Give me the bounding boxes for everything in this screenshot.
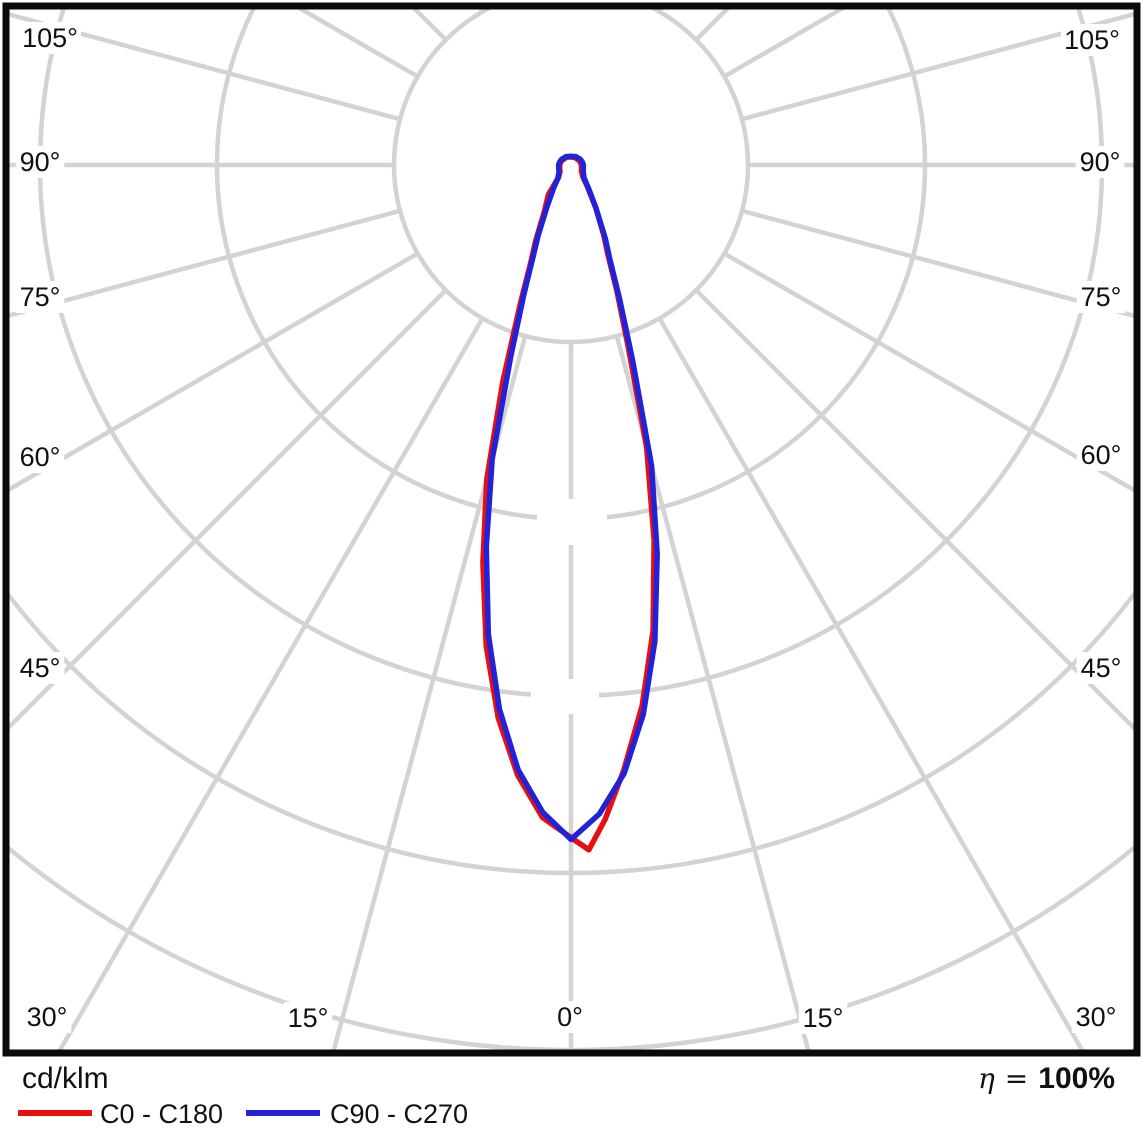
angle-label: 0°: [557, 1002, 583, 1032]
light-output-ratio: η = 100%: [978, 1062, 1115, 1096]
plot-border: [2, 2, 1141, 1057]
grid-ray: [741, 208, 1134, 319]
angle-label: 105°: [22, 23, 78, 53]
angle-label-bg: [19, 22, 81, 54]
angle-label: 75°: [20, 282, 61, 312]
grid-ray: [57, 317, 485, 1050]
angle-label: 45°: [1081, 653, 1122, 683]
angle-label: 60°: [20, 442, 61, 472]
angle-label-bg: [552, 1001, 588, 1033]
angle-label-bg: [798, 1002, 848, 1034]
angle-label: 15°: [288, 1003, 329, 1033]
angle-labels: 105° 90° 75° 60° 45° 30° 15° 0° 15° 30° 45° 60° 75° 9…: [15, 22, 1126, 1034]
angle-label: 30°: [27, 1002, 68, 1032]
angle-label: 75°: [1081, 282, 1122, 312]
eta-value: 100%: [1038, 1062, 1115, 1095]
legend-swatch-c0-c180: [18, 1110, 92, 1116]
eta-symbol: η: [978, 1062, 995, 1095]
angle-label-bg: [1076, 652, 1126, 684]
grid-ray: [741, 11, 1134, 122]
blanked-radial-label: [537, 499, 607, 545]
legend-label-c0-c180: C0 - C180: [100, 1099, 224, 1129]
angle-label-bg: [1061, 24, 1123, 56]
grid-ray: [9, 12, 401, 122]
angle-label-bg: [22, 1001, 72, 1033]
grid-ring: [391, 9, 751, 345]
angle-label-bg: [15, 441, 65, 473]
angle-label-bg: [283, 1002, 333, 1034]
grid-ray: [723, 251, 1134, 493]
angle-label-bg: [1075, 146, 1125, 178]
angle-label: 15°: [803, 1003, 844, 1033]
angle-label: 60°: [1081, 440, 1122, 470]
grid-ray: [9, 288, 448, 731]
angle-label-bg: [1076, 439, 1126, 471]
angle-label-bg: [15, 281, 65, 313]
radial-unit-label: cd/klm: [22, 1062, 109, 1095]
legend-label-c90-c270: C90 - C270: [330, 1099, 469, 1129]
grid-ray: [9, 251, 419, 493]
angle-label: 90°: [1080, 147, 1121, 177]
grid-ray: [657, 317, 1085, 1050]
angle-label-bg: [15, 652, 65, 684]
grid-ray: [9, 208, 401, 318]
eta-equals: =: [1004, 1062, 1029, 1095]
grid-ray: [694, 288, 1134, 732]
angle-label: 105°: [1064, 25, 1120, 55]
intensity-curves: [480, 153, 660, 853]
angle-label-bg: [1076, 281, 1126, 313]
legend-swatch-c90-c270: [246, 1110, 320, 1116]
angle-label: 90°: [20, 147, 61, 177]
blanked-radial-label: [531, 679, 599, 714]
curve-c90-c270: [483, 153, 660, 843]
angle-label: 45°: [20, 653, 61, 683]
angle-label: 30°: [1076, 1002, 1117, 1032]
angle-label-bg: [1071, 1001, 1121, 1033]
angle-label-bg: [15, 146, 65, 178]
grid-ray: [331, 335, 528, 1050]
